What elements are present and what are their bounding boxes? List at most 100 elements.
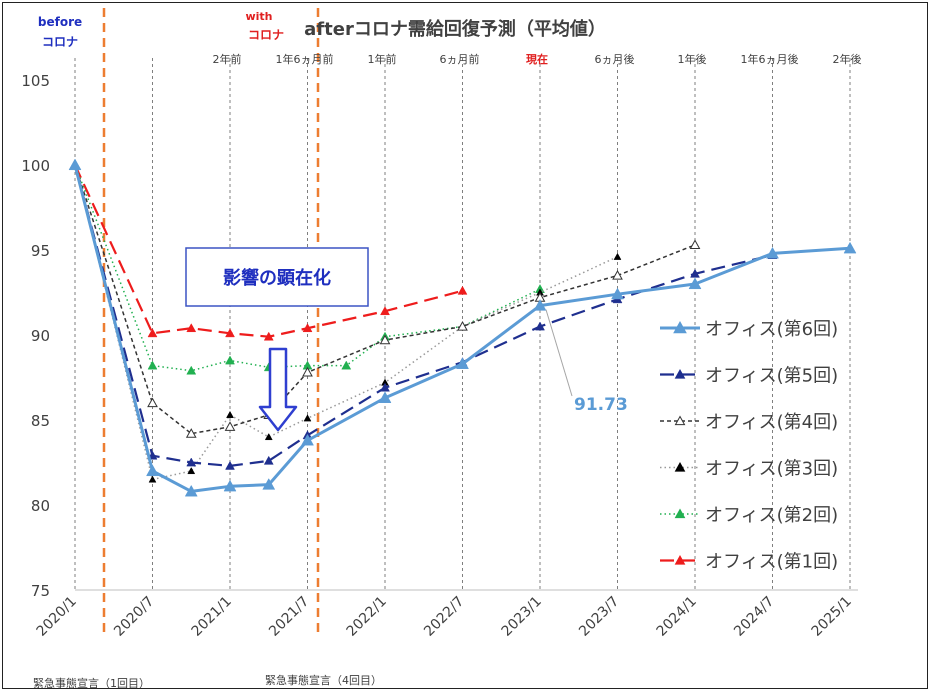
legend-marker	[674, 554, 686, 565]
data-point-marker	[456, 357, 469, 369]
data-point-marker	[262, 478, 276, 490]
data-point-marker	[264, 432, 273, 441]
legend-item: オフィス(第3回)	[660, 459, 838, 480]
data-point-marker	[379, 334, 391, 345]
top-label: 6ヵ月前	[440, 52, 480, 66]
data-point-marker	[186, 323, 197, 333]
y-tick-label: 75	[31, 582, 50, 600]
with-corona-label: コロナ	[248, 28, 284, 42]
data-point-marker	[186, 457, 197, 467]
x-tick-label: 2024/7	[731, 594, 777, 640]
top-label: 1年後	[678, 52, 707, 66]
top-label: 1年6ヵ月前	[276, 52, 334, 66]
data-point-marker	[225, 355, 235, 365]
y-tick-label: 95	[31, 242, 50, 260]
data-point-marker	[378, 391, 392, 403]
data-point-marker	[843, 241, 857, 254]
data-point-marker	[766, 246, 779, 259]
data-point-marker	[688, 277, 702, 290]
data-point-marker	[533, 299, 547, 311]
data-point-marker	[146, 464, 159, 477]
legend-item: オフィス(第2回)	[660, 505, 838, 526]
legend-marker	[674, 415, 686, 426]
data-point-marker	[457, 320, 468, 331]
series-オフィス(第1回)	[70, 159, 468, 341]
top-label: 2年前	[213, 52, 242, 66]
data-point-marker	[689, 239, 701, 249]
top-label: 1年6ヵ月後	[741, 52, 799, 66]
y-tick-label: 105	[21, 72, 50, 90]
top-label-current: 現在	[526, 52, 548, 66]
x-tick-label: 2022/1	[344, 594, 390, 640]
top-label: 1年前	[368, 52, 397, 66]
data-point-marker	[147, 328, 158, 338]
x-tick-label: 2024/1	[654, 594, 700, 640]
series-line	[73, 164, 773, 467]
data-point-marker	[223, 479, 237, 492]
x-tick-label: 2025/1	[809, 594, 855, 640]
series-line	[74, 164, 463, 338]
data-point-marker	[225, 328, 235, 338]
data-point-marker	[148, 475, 157, 483]
series-オフィス(第5回)	[70, 159, 778, 470]
y-tick-label: 80	[31, 497, 50, 515]
impact-label: 影響の顕在化	[223, 267, 331, 289]
data-point-marker	[380, 382, 390, 392]
x-tick-label: 2022/7	[421, 594, 467, 640]
series-line	[74, 164, 541, 372]
series-オフィス(第3回)	[71, 160, 622, 483]
data-point-marker	[303, 414, 312, 422]
legend-item: オフィス(第4回)	[660, 412, 838, 433]
legend-marker	[674, 368, 686, 379]
legend: オフィス(第6回) オフィス(第5回) オフィス(第4回) オフィス(第3回) オフィス…	[660, 319, 838, 573]
data-point-marker	[535, 321, 545, 331]
data-point-marker	[147, 360, 158, 370]
legend-item: オフィス(第1回)	[660, 552, 838, 573]
before-corona-label: コロナ	[42, 35, 78, 49]
data-point-marker	[457, 285, 468, 295]
data-point-marker	[301, 433, 314, 446]
data-point-marker	[185, 428, 197, 438]
x-tick-label: 2023/1	[499, 594, 545, 640]
data-point-marker	[68, 158, 82, 171]
legend-marker	[674, 461, 686, 472]
data-point-marker	[184, 484, 198, 497]
y-tick-label: 85	[31, 412, 50, 430]
phase-markers	[102, 8, 320, 638]
data-point-marker	[613, 252, 622, 260]
data-point-marker	[612, 269, 623, 280]
x-tick-label: 2020/1	[34, 594, 80, 640]
y-tick-label: 100	[21, 157, 50, 175]
emergency-4-label: 緊急事態宣言（4回目）	[265, 673, 382, 687]
value-leader-line	[545, 309, 573, 397]
series-layer	[68, 158, 857, 497]
data-point-marker	[690, 268, 700, 278]
top-label: 2年後	[833, 52, 862, 66]
top-label: 6ヵ月後	[595, 52, 635, 66]
data-point-marker	[263, 331, 274, 341]
before-label: before	[38, 15, 82, 29]
x-tick-label: 2023/7	[576, 594, 622, 640]
value-label: 91.73	[574, 395, 628, 415]
x-tick-label: 2021/7	[266, 594, 312, 640]
with-label: with	[245, 10, 272, 23]
down-arrow-icon	[258, 347, 298, 432]
x-tick-label: 2020/7	[111, 594, 157, 640]
y-tick-label: 90	[31, 327, 50, 345]
chart-title: afterコロナ需給回復予測（平均値）	[304, 18, 606, 40]
series-line	[74, 164, 618, 481]
data-point-marker	[224, 421, 236, 431]
data-point-marker	[187, 466, 196, 475]
legend-marker	[673, 320, 687, 334]
data-point-marker	[263, 455, 274, 465]
legend-item: オフィス(第6回)	[660, 319, 838, 340]
series-オフィス(第6回)	[68, 158, 857, 497]
legend-label: オフィス(第2回)	[705, 505, 838, 526]
legend-label: オフィス(第4回)	[705, 412, 838, 433]
data-point-marker	[226, 410, 234, 418]
legend-label: オフィス(第1回)	[705, 552, 838, 573]
data-point-marker	[341, 360, 352, 370]
